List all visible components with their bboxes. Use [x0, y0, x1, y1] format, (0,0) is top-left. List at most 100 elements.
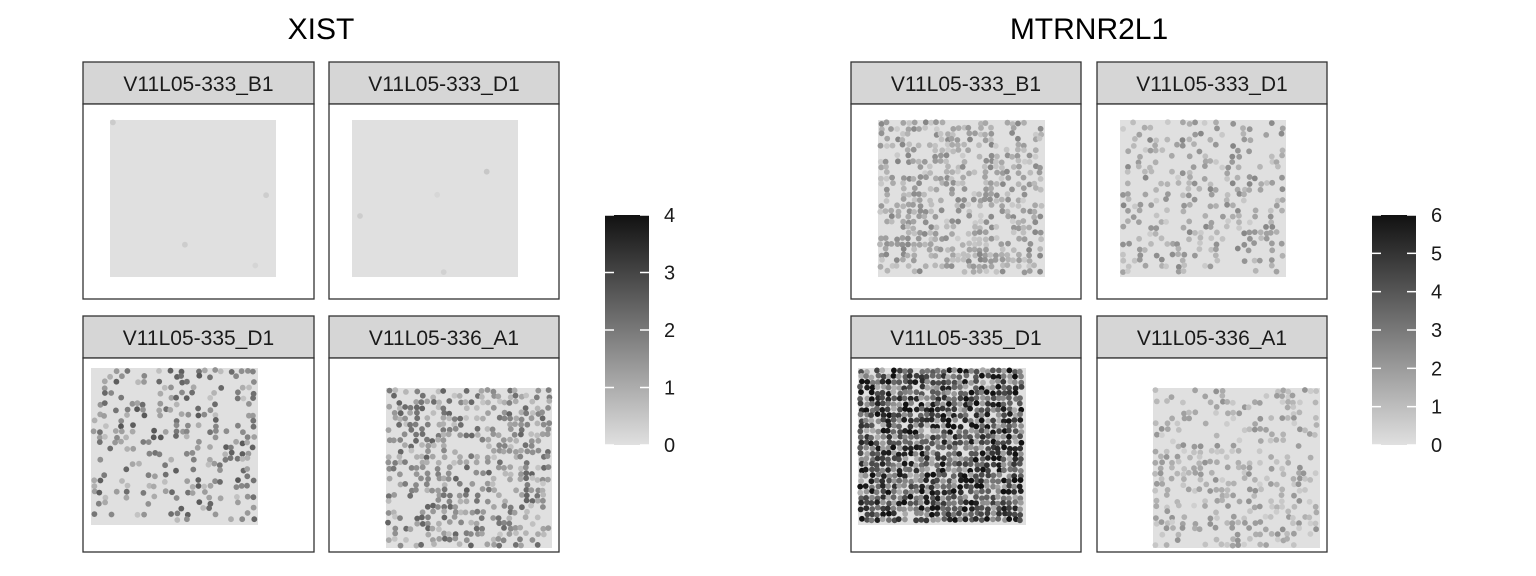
spot [1012, 499, 1019, 505]
spot [185, 422, 191, 429]
spot [478, 515, 485, 521]
spot [413, 431, 419, 438]
spot [1186, 229, 1193, 236]
spot [440, 437, 447, 444]
spot [902, 373, 909, 380]
spot [993, 181, 1000, 187]
spot [899, 141, 906, 148]
spot [425, 448, 431, 455]
spot [1279, 399, 1286, 405]
spot [546, 420, 553, 427]
spot [900, 120, 907, 126]
spot [1181, 466, 1188, 472]
spot [146, 482, 153, 489]
spot [1037, 268, 1043, 275]
spot [1011, 511, 1018, 518]
spot [888, 207, 895, 214]
spot [917, 203, 924, 210]
spot [901, 412, 908, 418]
spot [990, 367, 996, 374]
spot [1245, 247, 1252, 254]
spot [217, 479, 223, 485]
spot [150, 483, 157, 490]
spot [1291, 415, 1297, 421]
spot [995, 449, 1001, 456]
spot [1203, 481, 1210, 488]
spot [1197, 476, 1204, 483]
spot [1242, 520, 1248, 526]
spot [1213, 410, 1219, 416]
spot [880, 416, 887, 423]
spot [902, 389, 909, 395]
spot [486, 486, 492, 493]
spot [984, 499, 991, 506]
spot [423, 459, 430, 466]
spot [943, 152, 950, 159]
spot [506, 448, 513, 454]
spot [935, 455, 941, 461]
spot [1004, 208, 1011, 215]
spot [173, 467, 179, 474]
spot [463, 498, 470, 505]
spot [918, 433, 925, 439]
spot [1120, 223, 1127, 230]
spot [955, 207, 962, 214]
spot [392, 387, 399, 393]
spot [995, 424, 1002, 430]
spot [924, 488, 931, 495]
spot [1246, 426, 1253, 433]
spot [1147, 231, 1153, 237]
spot [957, 484, 963, 490]
spot [982, 169, 989, 176]
spot [985, 488, 992, 495]
spot [185, 489, 191, 496]
spot [1191, 196, 1198, 203]
spot [463, 405, 470, 412]
spot [457, 459, 463, 466]
spot [541, 464, 547, 471]
spot [1147, 124, 1154, 131]
spot [485, 410, 491, 416]
spot [983, 191, 989, 198]
spot [102, 433, 108, 440]
spot [1280, 387, 1287, 394]
spot [1005, 175, 1012, 181]
spot [886, 412, 893, 419]
spot [957, 499, 964, 506]
spot [235, 389, 241, 396]
spot [1274, 536, 1281, 543]
spot-group [857, 367, 1026, 525]
spot [1017, 495, 1024, 502]
spot [951, 478, 957, 485]
spot [967, 461, 974, 467]
spot [91, 477, 98, 484]
spot [875, 483, 882, 490]
spot [911, 191, 918, 197]
spot [1202, 213, 1209, 219]
spot [996, 462, 1002, 468]
spot [1192, 469, 1199, 476]
spot [891, 488, 897, 495]
spot [441, 454, 448, 461]
spot [1252, 213, 1258, 220]
spot [414, 409, 420, 416]
spot [408, 426, 415, 433]
spot [979, 400, 986, 407]
spot [1001, 505, 1008, 512]
spot [863, 439, 870, 446]
spot [858, 499, 864, 506]
spot [896, 483, 902, 489]
spot [902, 406, 908, 412]
spot [1021, 236, 1028, 243]
spot [889, 174, 895, 181]
spot [955, 256, 961, 263]
spot [483, 168, 490, 175]
spot [890, 429, 897, 435]
spot [156, 368, 162, 374]
spot [1268, 219, 1275, 226]
spot [1016, 235, 1022, 242]
spot [414, 388, 421, 395]
spot [497, 398, 503, 405]
spot [1246, 219, 1253, 226]
spot [874, 451, 881, 457]
